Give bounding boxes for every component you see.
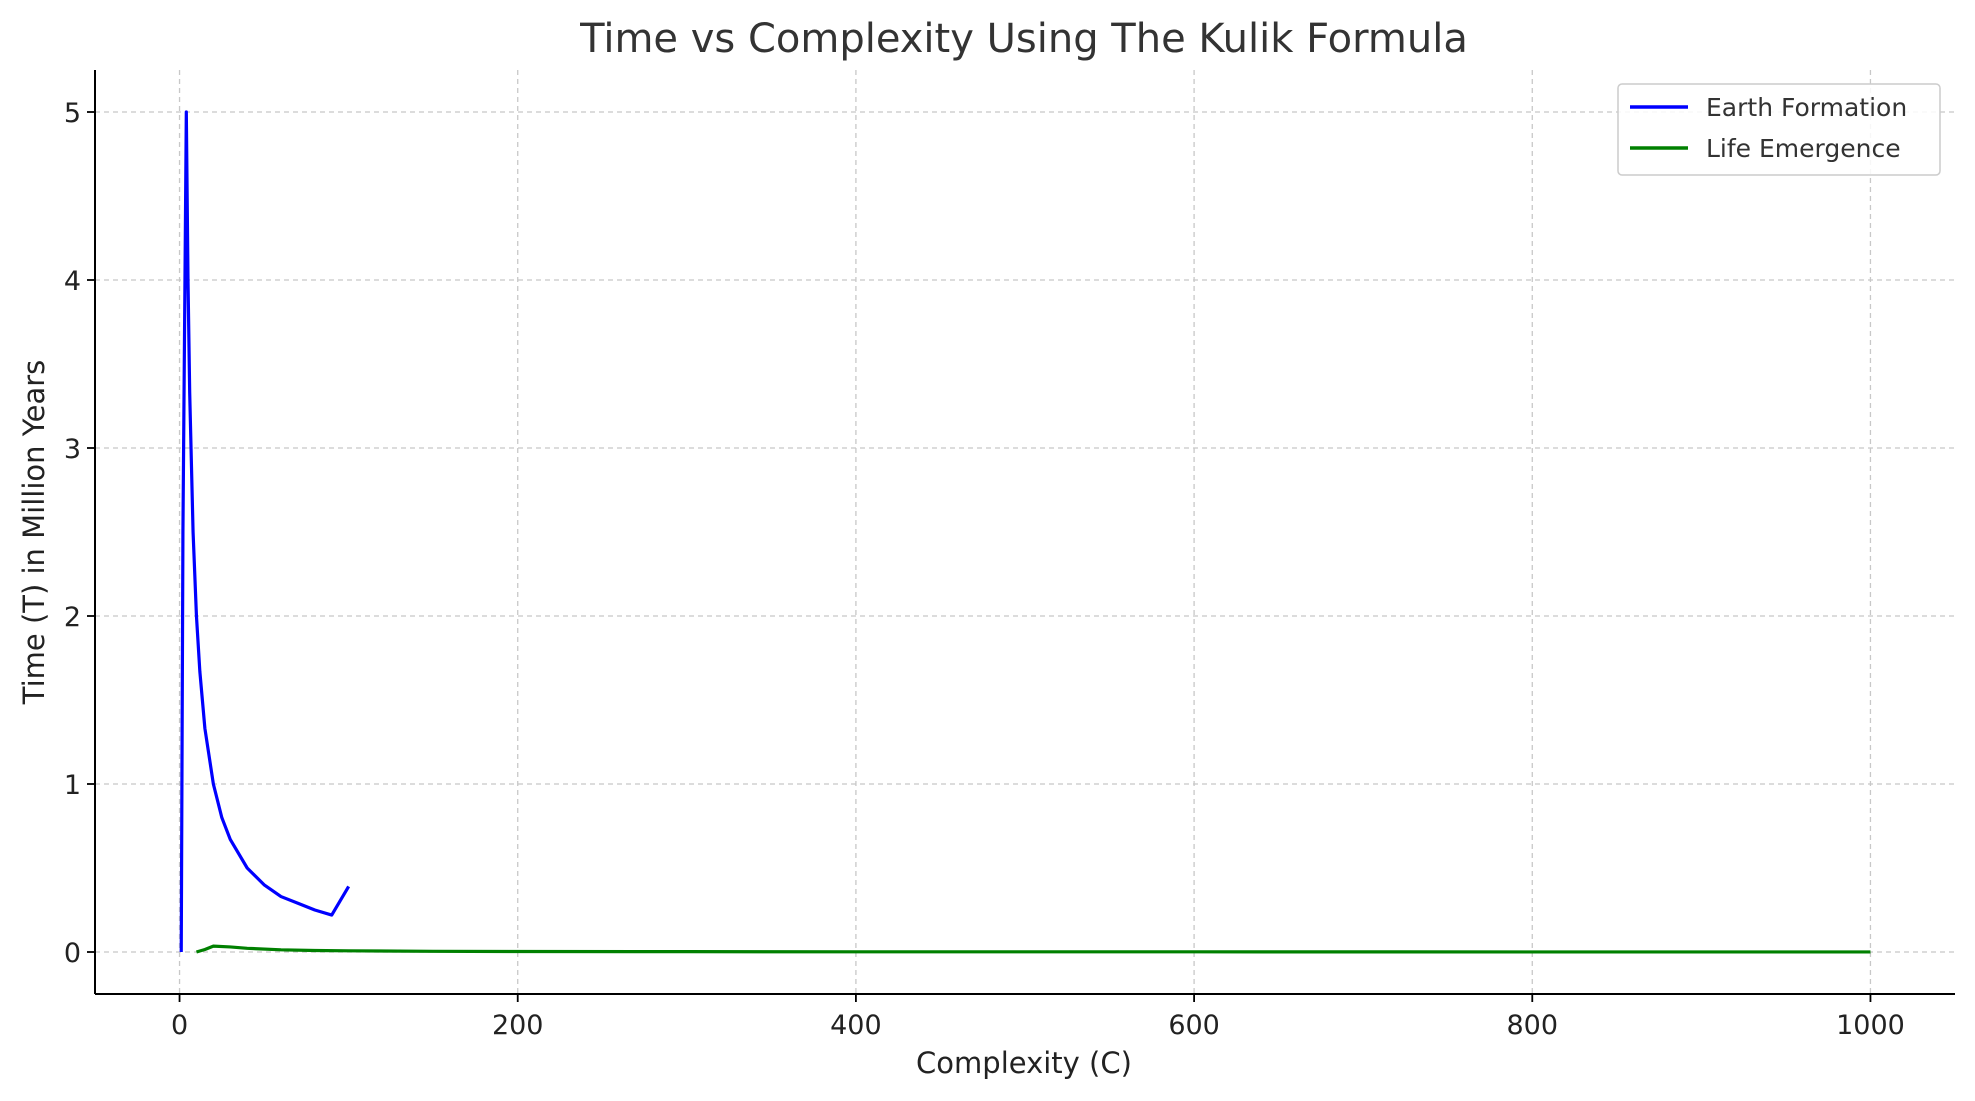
legend-label-life-emergence: Life Emergence [1706, 134, 1901, 163]
x-tick-label: 0 [171, 1010, 188, 1041]
x-tick-label: 200 [492, 1010, 544, 1041]
y-tick-label: 0 [64, 938, 81, 969]
y-tick-label: 4 [64, 266, 81, 297]
x-tick-label: 1000 [1836, 1010, 1905, 1041]
x-axis-label: Complexity (C) [916, 1046, 1132, 1080]
chart-title: Time vs Complexity Using The Kulik Formu… [579, 16, 1468, 62]
series-line-life-emergence [195, 944, 1871, 954]
series-line-earth-formation [179, 110, 351, 953]
y-tick-label: 3 [64, 434, 81, 465]
y-axis-label: Time (T) in Million Years [17, 360, 51, 706]
series-lines [179, 110, 1871, 954]
x-tick-label: 600 [1168, 1010, 1220, 1041]
axis-ticks: 0 200 400 600 800 1000 0 1 2 3 4 5 [64, 98, 1905, 1041]
axes-spines [94, 70, 1955, 995]
legend: Earth Formation Life Emergence [1617, 83, 1941, 176]
legend-label-earth-formation: Earth Formation [1706, 93, 1907, 122]
grid [95, 70, 1955, 994]
y-tick-label: 5 [64, 98, 81, 129]
x-tick-label: 800 [1506, 1010, 1558, 1041]
x-tick-label: 400 [830, 1010, 882, 1041]
y-tick-label: 2 [64, 602, 81, 633]
y-tick-label: 1 [64, 770, 81, 801]
legend-box [1617, 83, 1941, 176]
